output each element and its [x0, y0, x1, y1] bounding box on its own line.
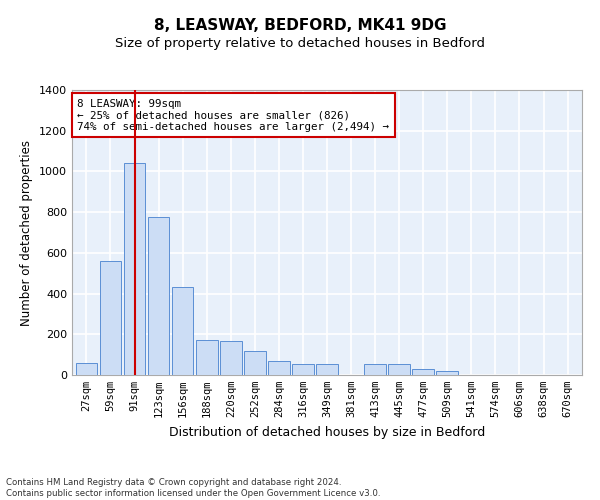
Bar — [244, 350, 266, 375]
Bar — [268, 361, 290, 375]
Bar — [316, 364, 338, 375]
Y-axis label: Number of detached properties: Number of detached properties — [20, 140, 34, 326]
Bar — [436, 371, 458, 375]
Text: 8 LEASWAY: 99sqm
← 25% of detached houses are smaller (826)
74% of semi-detached: 8 LEASWAY: 99sqm ← 25% of detached house… — [77, 98, 389, 132]
Bar — [124, 164, 145, 375]
Text: Size of property relative to detached houses in Bedford: Size of property relative to detached ho… — [115, 38, 485, 51]
X-axis label: Distribution of detached houses by size in Bedford: Distribution of detached houses by size … — [169, 426, 485, 438]
Bar — [148, 217, 169, 375]
Bar — [100, 261, 121, 375]
Bar — [388, 364, 410, 375]
Bar — [76, 364, 97, 375]
Bar — [220, 342, 242, 375]
Bar — [412, 369, 434, 375]
Text: 8, LEASWAY, BEDFORD, MK41 9DG: 8, LEASWAY, BEDFORD, MK41 9DG — [154, 18, 446, 32]
Text: Contains HM Land Registry data © Crown copyright and database right 2024.
Contai: Contains HM Land Registry data © Crown c… — [6, 478, 380, 498]
Bar — [196, 340, 218, 375]
Bar — [292, 364, 314, 375]
Bar — [172, 288, 193, 375]
Bar — [364, 364, 386, 375]
